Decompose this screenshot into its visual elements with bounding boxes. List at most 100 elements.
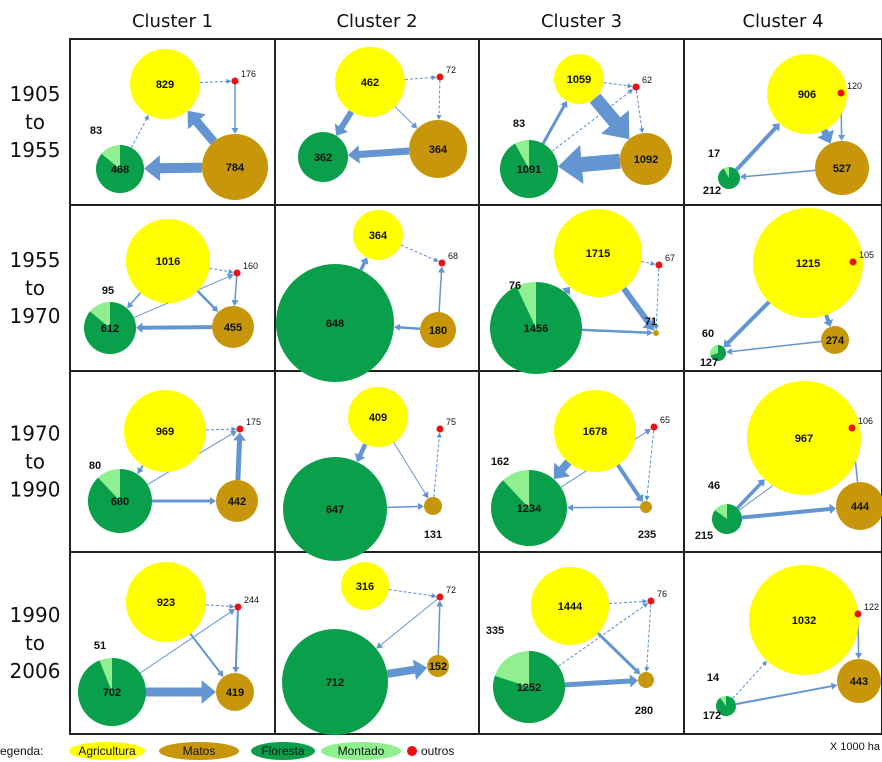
legend-swatch-matos [159, 742, 239, 760]
flow-arrow [581, 328, 654, 337]
flow-arrow [741, 503, 837, 520]
panel-r1-c1: 829 784 83 468 176 [90, 49, 268, 200]
floresta-node [84, 302, 136, 354]
flow-arrow-dashed [655, 268, 660, 326]
matos-node [202, 134, 268, 200]
floresta-node [718, 167, 740, 190]
agricultura-node [126, 562, 206, 642]
agricultura-value: 923 [157, 597, 175, 609]
flow-arrow-dashed [641, 261, 651, 264]
row-label-end: 1970 [10, 304, 61, 328]
agricultura-node [554, 209, 642, 297]
legend-swatch-floresta [251, 742, 315, 760]
flow-arrow [541, 100, 568, 145]
row-label-start: 1970 [10, 422, 61, 446]
agricultura-value: 1715 [586, 248, 610, 260]
column-headers: Cluster 1 Cluster 2 Cluster 3 Cluster 4 [132, 11, 824, 32]
flow-arrow-head [650, 260, 656, 266]
floresta-node [490, 282, 582, 374]
panel-r3-c4: 967 444 46 215 106 [695, 381, 882, 542]
row-labels: 1905 to 1955 1955 to 1970 1970 to 1990 1990 to 2006 [10, 82, 61, 683]
flow-arrows [130, 78, 239, 182]
agricultura-value: 906 [798, 89, 816, 101]
agricultura-value: 1678 [583, 426, 607, 438]
outros-value: 244 [244, 595, 259, 605]
agricultura-value: 1215 [796, 258, 820, 270]
flow-arrow-dashed [603, 81, 628, 87]
flow-arrow [736, 479, 765, 510]
agricultura-value: 1444 [558, 601, 583, 613]
outros-value: 160 [243, 261, 258, 271]
matos-value: 274 [826, 335, 845, 347]
flow-arrow [189, 633, 224, 677]
matos-value: 280 [635, 705, 653, 717]
montado-value: 46 [708, 480, 720, 492]
floresta-node [88, 469, 152, 533]
floresta-value: 362 [314, 152, 332, 164]
agricultura-node [767, 54, 847, 134]
flow-arrow [855, 617, 863, 660]
agricultura-value: 364 [369, 230, 388, 242]
flow-arrow [127, 292, 142, 309]
flow-arrow [436, 600, 444, 656]
floresta-value: 1234 [517, 503, 542, 515]
flow-arrow [386, 659, 428, 680]
matos-node [638, 672, 654, 688]
matos-value: 131 [424, 529, 442, 541]
row-label-start: 1990 [10, 603, 61, 627]
flow-arrow-dashed [646, 604, 652, 668]
flow-arrow-head [436, 432, 442, 438]
flow-arrow [557, 145, 621, 184]
flow-arrow [616, 463, 644, 503]
floresta-node [710, 345, 726, 361]
legend-prefix: egenda: [0, 744, 43, 758]
floresta-value: 468 [111, 164, 129, 176]
flow-arrow-dashed [646, 430, 655, 497]
column-header-1: Cluster 1 [132, 11, 213, 32]
flow-arrow [596, 632, 641, 675]
panel-r1-c4: 906 527 17 212 120 [703, 54, 869, 197]
flow-arrow [146, 680, 216, 704]
flow-arrows [541, 81, 645, 184]
matos-node [821, 326, 849, 354]
flow-arrow [553, 459, 572, 480]
outros-value: 122 [864, 602, 879, 612]
montado-value: 51 [94, 640, 106, 652]
flow-arrow [564, 674, 639, 688]
matos-node [216, 673, 254, 711]
matos-value: 1092 [634, 154, 658, 166]
flow-arrow-head [642, 599, 648, 605]
agricultura-value: 967 [795, 433, 813, 445]
flow-arrow-dashed [558, 605, 645, 667]
outros-value: 106 [858, 416, 873, 426]
montado-value: 335 [486, 625, 504, 637]
flow-arrow [735, 682, 838, 706]
outros-value: 72 [446, 65, 456, 75]
agricultura-value: 409 [369, 412, 387, 424]
row-label-start: 1955 [10, 248, 61, 272]
floresta-value: 172 [703, 710, 721, 722]
flow-arrow-head [644, 666, 650, 673]
matos-value: 235 [638, 529, 656, 541]
floresta-node [276, 264, 394, 382]
flow-arrow [739, 169, 816, 180]
outros-node [849, 258, 857, 266]
flow-arrow [233, 432, 247, 481]
agricultura-value: 1059 [567, 74, 591, 86]
panel-r2-c2: 364 180 648 68 [276, 210, 458, 382]
outros-node [234, 603, 242, 611]
row-label-to: to [25, 450, 45, 474]
flow-arrow-head [226, 78, 232, 84]
agricultura-node [749, 565, 859, 675]
floresta-value: 712 [326, 677, 344, 689]
montado-value: 83 [513, 118, 525, 130]
legend-label-floresta: Floresta [261, 744, 305, 758]
flow-arrow-head [431, 75, 437, 81]
flow-arrow [152, 497, 216, 505]
outros-node [436, 593, 444, 601]
flow-arrow-head [229, 603, 235, 609]
outros-node [233, 269, 241, 277]
flow-arrow [621, 286, 655, 331]
agricultura-node [124, 390, 206, 472]
flow-arrow-dashed [608, 601, 643, 605]
